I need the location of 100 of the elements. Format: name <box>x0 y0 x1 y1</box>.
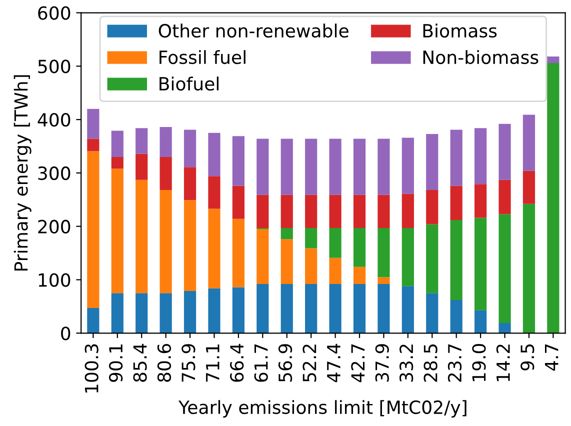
bar <box>353 138 366 195</box>
bar <box>329 138 342 195</box>
bar <box>305 228 318 248</box>
x-axis-title: Yearly emissions limit [MtC02/y] <box>178 400 466 418</box>
bar <box>87 138 100 152</box>
bar <box>474 218 487 310</box>
x-tick-label: 75.9 <box>182 344 196 382</box>
x-tick-label: 56.9 <box>278 344 292 382</box>
legend-label: Other non-renewable <box>158 24 348 38</box>
bar <box>136 180 148 294</box>
bar <box>450 220 462 300</box>
bar <box>232 218 244 288</box>
bar <box>498 180 511 214</box>
bar <box>522 170 536 204</box>
bar <box>426 134 438 190</box>
legend-label: Fossil fuel <box>160 50 246 64</box>
bar <box>232 287 244 334</box>
bar <box>208 288 220 334</box>
bar <box>184 130 196 168</box>
bar <box>450 300 462 334</box>
bar <box>426 224 438 294</box>
x-tick-label: 37.9 <box>375 344 389 382</box>
x-tick-label: 100.3 <box>84 344 98 393</box>
bar <box>184 200 196 291</box>
bar <box>353 194 366 228</box>
bar <box>256 284 269 334</box>
legend-label: Biomass <box>423 24 497 38</box>
bar <box>136 154 148 180</box>
bar <box>208 208 220 288</box>
bar <box>329 194 342 228</box>
bar <box>522 204 536 334</box>
bar <box>136 293 148 334</box>
bar <box>111 156 124 169</box>
bar <box>280 228 293 240</box>
bar <box>474 310 487 334</box>
y-tick-label: 200 <box>38 220 70 234</box>
x-tick-label: 42.7 <box>351 344 364 382</box>
bar <box>136 128 148 154</box>
x-tick-label: 19.0 <box>472 344 486 382</box>
bar <box>256 194 269 228</box>
bar <box>280 239 293 284</box>
x-tick-label: 85.4 <box>133 344 147 382</box>
x-tick-label: 90.1 <box>108 344 123 382</box>
x-tick-label: 33.2 <box>400 344 414 382</box>
bar <box>426 293 438 334</box>
x-tick-label: 61.7 <box>254 344 268 382</box>
legend-label: Biofuel <box>160 76 219 91</box>
bar <box>232 186 244 219</box>
bar <box>208 132 220 176</box>
bar <box>402 286 414 334</box>
y-axis-title: Primary energy [TWh] <box>14 75 32 270</box>
bar <box>305 248 318 284</box>
bar <box>208 176 220 209</box>
x-tick-label: 9.5 <box>520 344 534 370</box>
bar <box>111 293 124 334</box>
bar <box>378 277 390 284</box>
bar <box>498 124 511 180</box>
x-tick-label: 14.2 <box>496 344 510 382</box>
y-tick-label: 0 <box>61 326 70 340</box>
bar <box>160 127 172 157</box>
bar <box>378 228 390 278</box>
x-tick-label: 66.4 <box>230 344 244 382</box>
bar <box>256 138 269 195</box>
bar <box>160 190 172 294</box>
bar <box>280 138 293 195</box>
bar <box>474 184 487 218</box>
bar <box>111 168 124 294</box>
bar <box>522 114 536 171</box>
bar <box>256 229 269 284</box>
y-tick-label: 300 <box>38 166 70 180</box>
bar <box>329 284 342 334</box>
y-tick-label: 100 <box>38 273 70 287</box>
bar <box>378 284 390 334</box>
bar <box>402 228 414 286</box>
bar <box>402 138 414 194</box>
bar <box>402 194 414 228</box>
bar <box>280 284 293 334</box>
bar <box>353 228 366 267</box>
x-tick-label: 52.2 <box>302 344 316 382</box>
y-tick-label: 600 <box>38 6 70 20</box>
bar <box>450 186 462 220</box>
bar <box>305 194 318 228</box>
x-tick-label: 71.1 <box>206 344 220 382</box>
bar <box>378 138 390 195</box>
x-tick-label: 80.6 <box>157 344 172 382</box>
x-tick-label: 47.4 <box>327 344 340 382</box>
y-tick-label: 500 <box>38 60 70 74</box>
bar <box>232 136 244 186</box>
bar <box>498 322 511 334</box>
bar <box>426 190 438 224</box>
legend-label: Non-biomass <box>423 50 538 64</box>
bar <box>184 290 196 334</box>
bar <box>280 194 293 228</box>
bar <box>353 266 366 284</box>
x-tick-label: 23.7 <box>448 344 462 382</box>
y-tick-label: 400 <box>38 113 70 127</box>
bar <box>87 108 100 139</box>
bar <box>305 138 318 195</box>
bar <box>547 56 560 63</box>
bar <box>353 284 366 334</box>
